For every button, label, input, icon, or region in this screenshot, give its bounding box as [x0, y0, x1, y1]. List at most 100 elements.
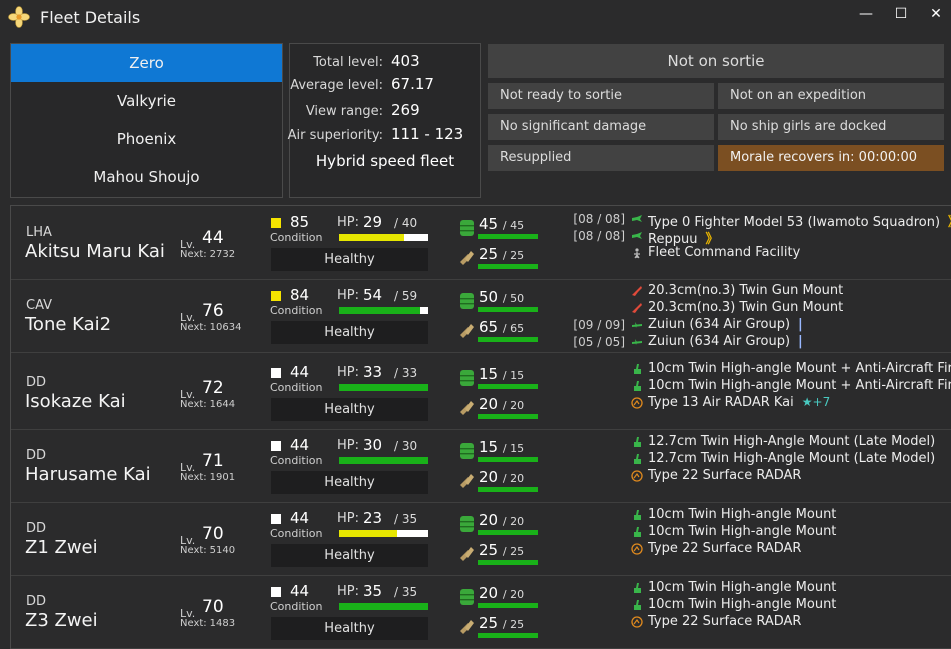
ammo-max: / 65 [502, 322, 525, 335]
minimize-button[interactable]: — [859, 6, 873, 22]
ammo-value: 20 / 20 [479, 468, 524, 486]
equipment-slot[interactable]: 12.7cm Twin High-Angle Mount (Late Model… [571, 434, 951, 451]
equipment-name: 10cm Twin High-angle Mount [648, 524, 836, 539]
fuel-icon [459, 369, 475, 387]
fuel-value: 20 / 20 [479, 584, 524, 602]
equipment-name: 20.3cm(no.3) Twin Gun Mount [648, 283, 843, 298]
next-exp: Next: 1483 [180, 618, 235, 629]
fleet-tab-mahou-shoujo[interactable]: Mahou Shoujo [93, 168, 200, 186]
equipment-slot[interactable]: 12.7cm Twin High-Angle Mount (Late Model… [571, 451, 951, 468]
equipment-label: 10cm Twin High-angle Mount + Anti-Aircra… [648, 378, 951, 393]
ammo-current: 25 [479, 245, 499, 263]
equipment-name: Zuiun (634 Air Group) | [648, 334, 803, 349]
equipment-slot[interactable]: 10cm Twin High-angle Mount [571, 580, 951, 597]
radar-icon [631, 470, 643, 482]
equipment-slot[interactable]: 10cm Twin High-angle Mount + Anti-Aircra… [571, 361, 951, 378]
ship-name: Harusame Kai [25, 464, 151, 485]
condition-indicator [271, 441, 281, 451]
hp-bar-fill [339, 457, 428, 464]
ship-row: DD Z1 Zwei Lv. 70 Next: 5140 44 Condition HP: 23 /… [11, 502, 951, 576]
equipment-label: 10cm Twin High-angle Mount [648, 580, 837, 595]
radar-icon [631, 543, 643, 555]
equipment-slot[interactable]: 10cm Twin High-angle Mount [571, 524, 951, 541]
hp-max: / 40 [394, 216, 418, 230]
hp-max: / 30 [394, 439, 418, 453]
improvement-level: ★+7 [801, 395, 831, 409]
equipment-name: 10cm Twin High-angle Mount + Anti-Aircra… [648, 361, 951, 376]
fleet-tab-list: Zero Valkyrie Phoenix Mahou Shoujo [10, 43, 283, 198]
equipment-slot[interactable]: 10cm Twin High-angle Mount + Anti-Aircra… [571, 378, 951, 395]
hp-bar [339, 307, 428, 314]
equipment-slot[interactable]: Type 22 Surface RADAR [571, 541, 951, 558]
ammo-max: / 25 [502, 545, 525, 558]
hp-max: / 35 [394, 512, 418, 526]
equipment-slot[interactable]: [08 / 08] Type 0 Fighter Model 53 (Iwamot… [571, 211, 951, 230]
equipment-slot[interactable]: Type 22 Surface RADAR [571, 614, 951, 631]
equipment-name: 20.3cm(no.3) Twin Gun Mount [648, 300, 843, 315]
hp-bar [339, 530, 428, 537]
ammo-current: 25 [479, 614, 499, 632]
fuel-icon [459, 588, 475, 606]
ammo-max: / 20 [502, 399, 525, 412]
proficiency-icon: | [798, 334, 803, 349]
next-value: 1901 [209, 472, 236, 483]
next-label: Next: [180, 618, 207, 629]
equipment-label: Fleet Command Facility [648, 245, 801, 260]
level-value: 70 [202, 597, 224, 617]
hp-bar [339, 457, 428, 464]
health-status: Healthy [271, 321, 428, 344]
fleet-tab-valkyrie[interactable]: Valkyrie [116, 92, 177, 110]
hp-label: HP: [337, 365, 359, 380]
equipment-slot[interactable]: 20.3cm(no.3) Twin Gun Mount [571, 300, 951, 317]
ammo-value: 25 / 25 [479, 614, 524, 632]
ship-type: DD [26, 521, 47, 536]
hp-max: / 59 [394, 289, 418, 303]
fuel-icon [459, 515, 475, 533]
level-value: 70 [202, 524, 224, 544]
equipment-slot[interactable]: [05 / 05] Zuiun (634 Air Group) | [571, 334, 951, 351]
equipment-slot[interactable]: 10cm Twin High-angle Mount [571, 597, 951, 614]
ammo-value: 65 / 65 [479, 318, 524, 336]
sortie-status: Not on sortie [488, 44, 944, 78]
fuel-value: 45 / 45 [479, 215, 524, 233]
level-value: 76 [202, 301, 224, 321]
ready-status: Not ready to sortie [488, 83, 714, 109]
equipment-slot[interactable]: Type 13 Air RADAR Kai ★+7 [571, 395, 951, 412]
hp-label: HP: [337, 584, 359, 599]
next-value: 1483 [209, 618, 236, 629]
ammo-current: 20 [479, 395, 499, 413]
next-value: 5140 [209, 545, 236, 556]
air-superiority-row: Air superiority: 111 - 123 [288, 125, 480, 147]
equipment-slot[interactable]: Type 22 Surface RADAR [571, 468, 951, 485]
ammo-max: / 25 [502, 618, 525, 631]
next-exp: Next: 2732 [180, 249, 235, 260]
ship-row: DD Harusame Kai Lv. 71 Next: 1901 44 Condition H… [11, 429, 951, 503]
fuel-bar [478, 307, 538, 312]
ammo-bar [478, 337, 538, 342]
ammo-current: 20 [479, 468, 499, 486]
ship-name: Akitsu Maru Kai [25, 241, 165, 262]
ammo-icon [459, 320, 475, 338]
level-value: 71 [202, 451, 224, 471]
condition-indicator [271, 218, 281, 228]
ha-gun-icon [631, 599, 643, 611]
ship-row: DD Z3 Zwei Lv. 70 Next: 1483 44 Condition HP: 35 /… [11, 575, 951, 649]
equipment-slot[interactable]: Fleet Command Facility [571, 245, 951, 262]
fleet-tab-zero[interactable]: Zero [11, 44, 282, 82]
ha-gun-icon [631, 380, 643, 392]
fleet-tab-phoenix[interactable]: Phoenix [116, 130, 177, 148]
level-label: Lv. [180, 238, 196, 251]
close-button[interactable]: ✕ [930, 6, 942, 22]
total-level-row: Total level: 403 [290, 52, 480, 74]
hp-label: HP: [337, 215, 359, 230]
average-level-label: Average level: [290, 78, 383, 93]
equipment-slot[interactable]: 10cm Twin High-angle Mount [571, 507, 951, 524]
equipment-slot[interactable]: [09 / 09] Zuiun (634 Air Group) | [571, 317, 951, 334]
maximize-button[interactable]: ☐ [894, 6, 908, 22]
level-label: Lv. [180, 607, 196, 620]
proficiency-icon: 》 [948, 215, 951, 230]
condition-label: Condition [270, 381, 323, 394]
equipment-slot[interactable]: 20.3cm(no.3) Twin Gun Mount [571, 283, 951, 300]
equipment-slot[interactable]: [08 / 08] Reppuu 》 [571, 228, 951, 247]
fuel-bar [478, 234, 538, 239]
